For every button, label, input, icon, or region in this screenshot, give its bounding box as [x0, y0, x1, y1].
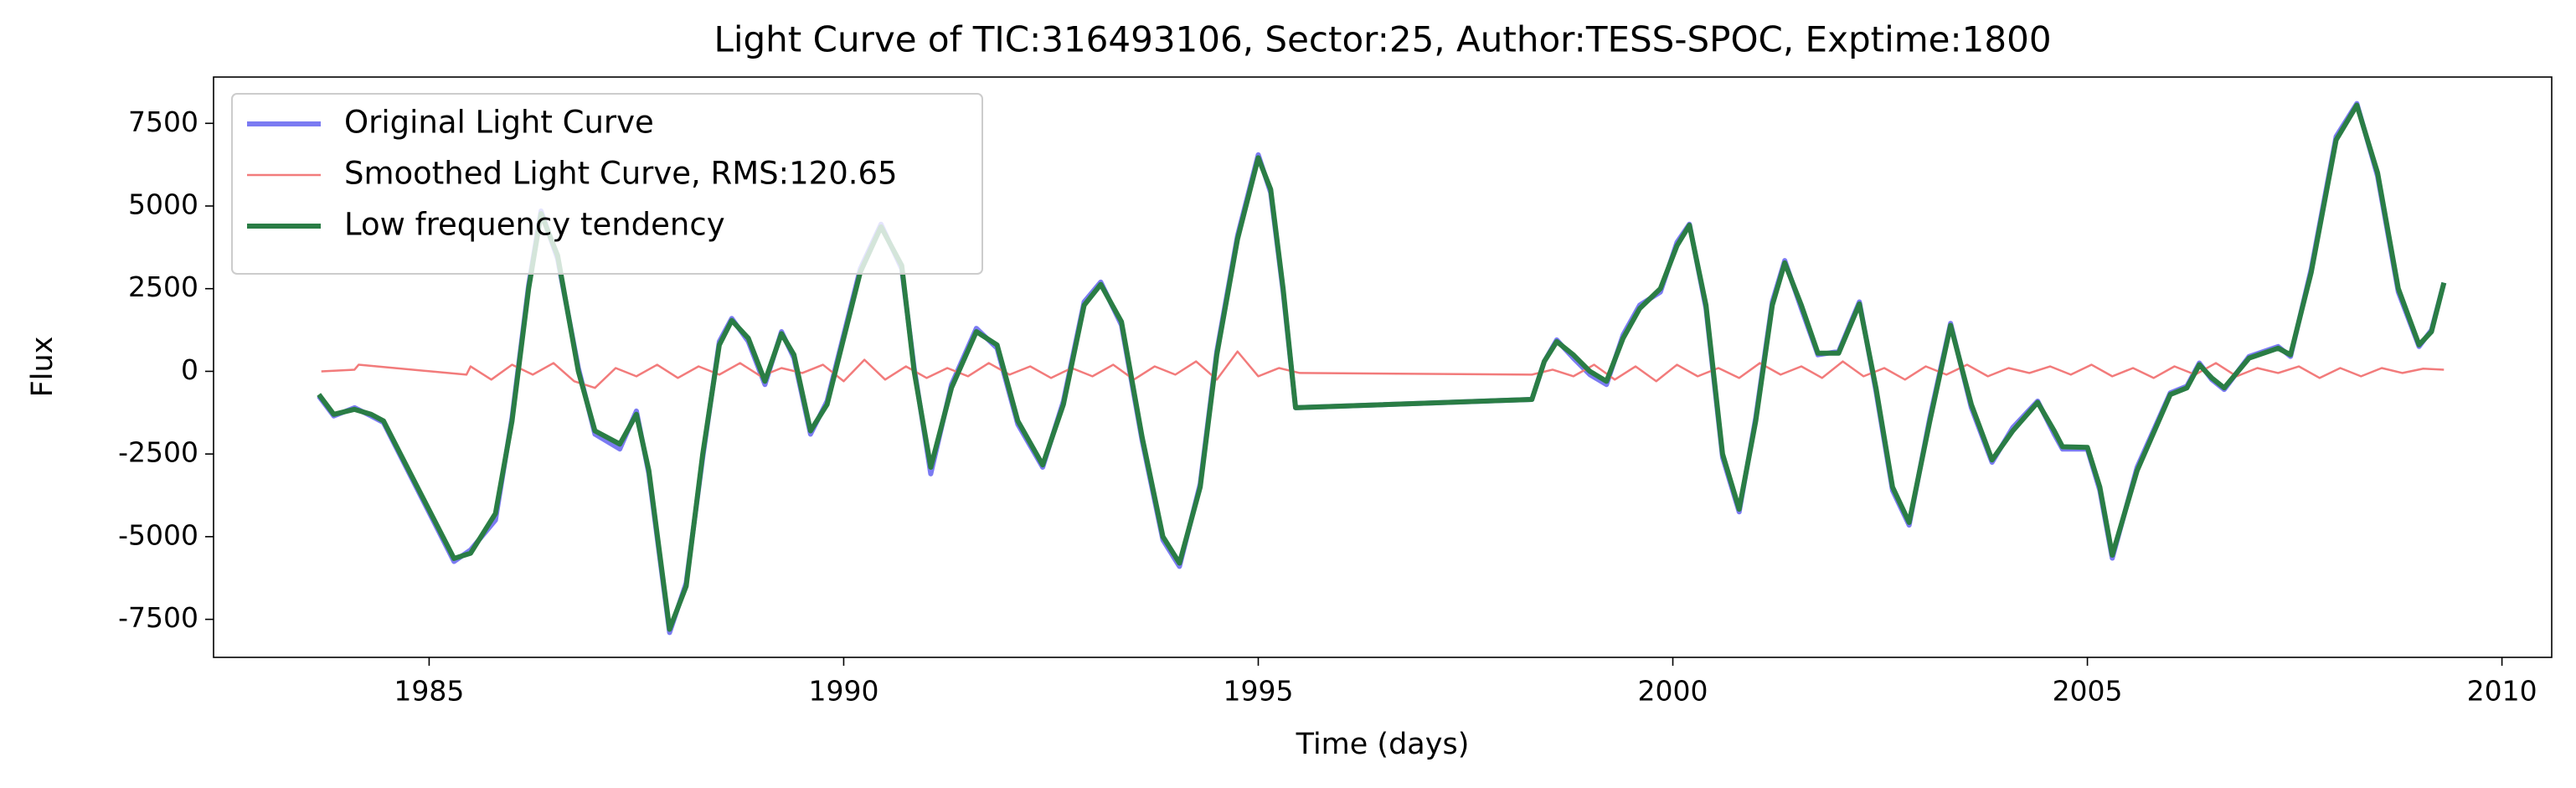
legend-label: Original Light Curve: [344, 105, 654, 141]
y-tick-label: 2500: [128, 270, 198, 303]
y-tick-label: -7500: [118, 601, 198, 634]
x-axis-label: Time (days): [1296, 728, 1470, 761]
y-tick-label: 0: [181, 353, 198, 386]
legend-label: Smoothed Light Curve, RMS:120.65: [344, 156, 898, 192]
chart-title: Light Curve of TIC:316493106, Sector:25,…: [714, 19, 2051, 60]
y-tick-label: -5000: [118, 518, 198, 551]
x-tick-label: 2000: [1638, 675, 1708, 708]
y-tick-label: 5000: [128, 188, 198, 221]
legend-label: Low frequency tendency: [344, 207, 725, 243]
y-tick-label: -2500: [118, 436, 198, 469]
plot-frame: [213, 76, 2553, 658]
legend-box: [231, 93, 983, 275]
x-tick-label: 1995: [1223, 675, 1293, 708]
series-line: [317, 102, 2447, 632]
series-line: [321, 350, 2445, 389]
x-tick-label: 2005: [2053, 675, 2123, 708]
x-tick-label: 1985: [394, 675, 464, 708]
y-axis-label: Flux: [26, 337, 59, 398]
y-tick-label: 7500: [128, 106, 198, 138]
x-tick-label: 1990: [808, 675, 878, 708]
x-tick-label: 2010: [2467, 675, 2537, 708]
